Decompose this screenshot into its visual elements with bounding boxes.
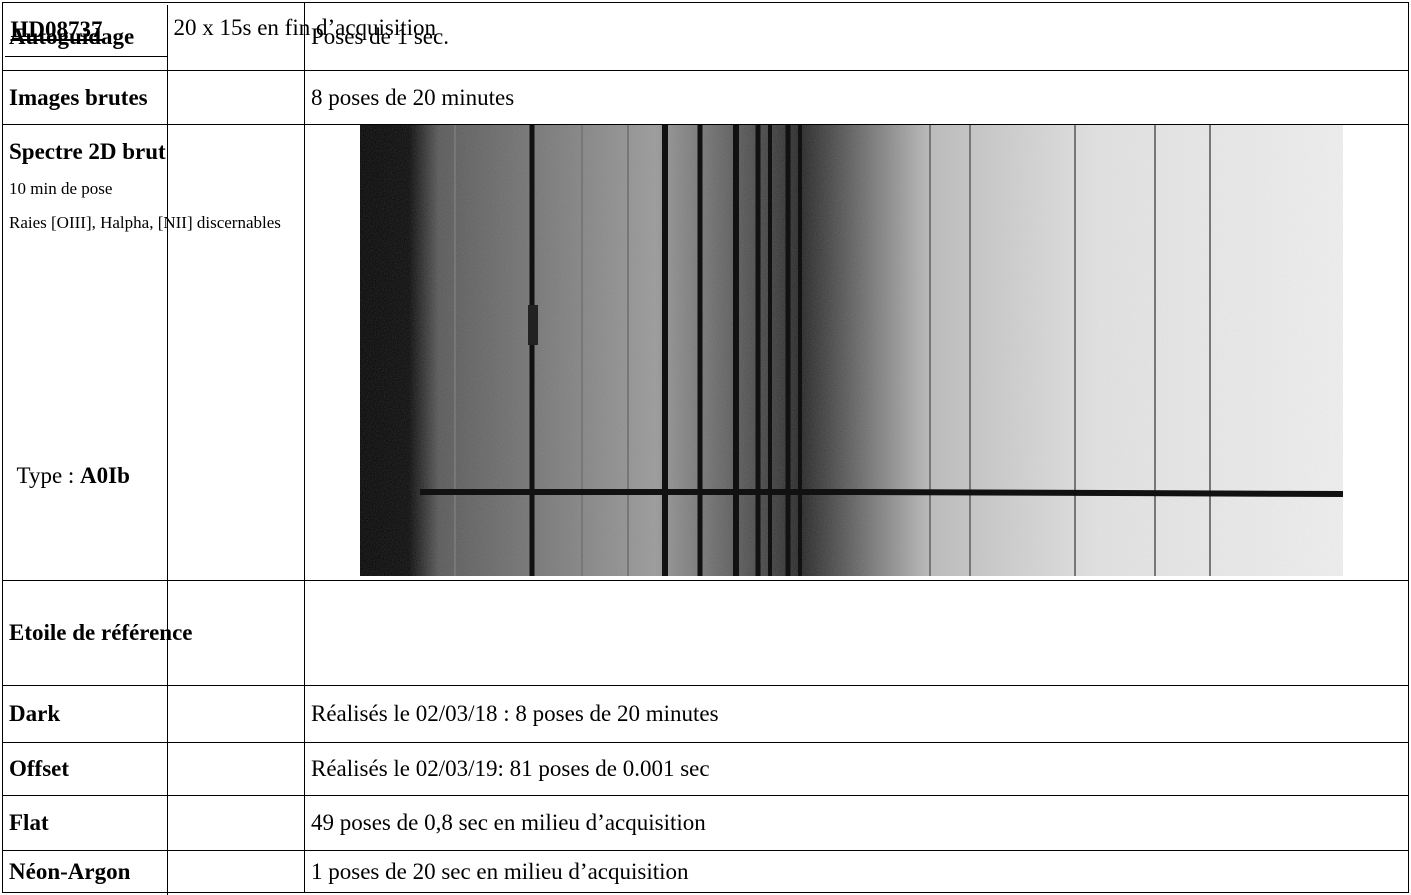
row-value: Réalisés le 02/03/18 : 8 poses de 20 min… [304,685,1409,743]
spectrum-image [360,125,1343,576]
type-label: Type : [16,462,75,488]
row-value: 1 poses de 20 sec en milieu d’acquisitio… [304,850,1409,893]
star-name: HD08737 [4,4,168,57]
star-type: Type : A0Ib [4,56,168,895]
row-value: 49 poses de 0,8 sec en milieu d’acquisit… [304,795,1409,851]
type-value: A0Ib [80,462,130,488]
row-value: 20 x 15s en fin d’acquisition [173,14,437,40]
star-id: HD08737 [10,17,103,43]
row-value: Poses de 1 sec. [304,2,1409,71]
star-cell: HD08737 20 x 15s en fin d’acquisition Ty… [4,4,1409,895]
image-cell [304,124,1409,581]
star-table: HD08737 20 x 15s en fin d’acquisition Ty… [4,4,1411,895]
